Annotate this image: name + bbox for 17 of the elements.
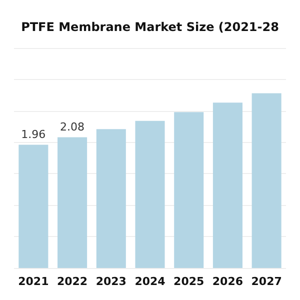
- chart-title: PTFE Membrane Market Size (2021-28: [21, 20, 279, 34]
- bar: [174, 112, 204, 268]
- data-label: 1.96: [21, 128, 46, 141]
- bar: [252, 93, 282, 268]
- x-tick-label: 2025: [174, 275, 204, 288]
- bar: [96, 129, 126, 268]
- bar: [135, 120, 165, 268]
- bar: [58, 137, 88, 268]
- x-tick-label: 2026: [212, 275, 244, 288]
- x-tick-label: 2022: [56, 275, 88, 288]
- data-label: 2.08: [60, 120, 85, 134]
- bar: [212, 102, 242, 268]
- x-tick-label: 2021: [18, 275, 49, 288]
- x-tick-label: 2027: [251, 275, 282, 288]
- x-tick-label: 2024: [134, 275, 166, 288]
- bar: [18, 144, 48, 268]
- x-tick-label: 2023: [96, 275, 126, 288]
